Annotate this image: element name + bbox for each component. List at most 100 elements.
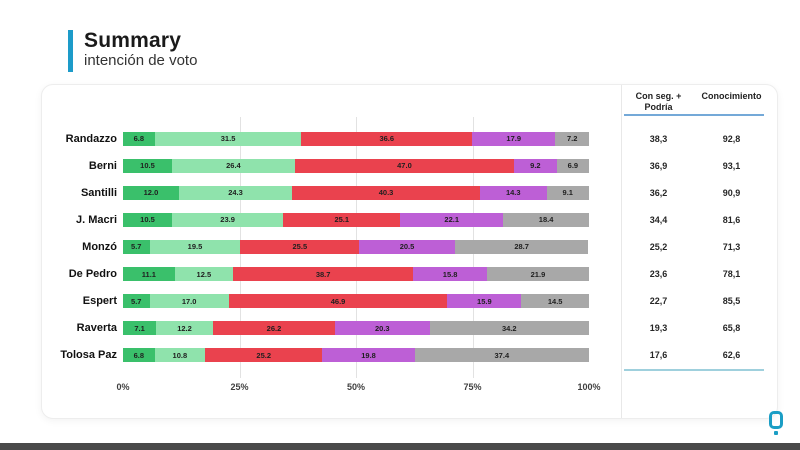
bar-segment-dark-green: 6.8	[123, 131, 155, 146]
chart-row: Tolosa Paz 6.8 10.8 25.2 19.8 37.4	[42, 342, 589, 369]
chart-row: Monzó 5.7 19.5 25.5 20.5 28.7	[42, 233, 589, 260]
bar-value-label: 26.2	[266, 323, 282, 333]
bar-value-label: 19.5	[187, 242, 203, 252]
chart-row: Espert 5.7 17.0 46.9 15.9 14.5	[42, 288, 589, 315]
bar-value-label: 19.8	[361, 350, 376, 360]
bar-segment-dark-green: 11.1	[123, 267, 175, 282]
bar-track: 7.1 12.2 26.2 20.3 34.2	[123, 321, 589, 336]
chart-card: Randazzo 6.8 31.5 36.6 17.9 7.2 Berni 10.5 26.4 4…	[41, 84, 778, 419]
chart-rows: Randazzo 6.8 31.5 36.6 17.9 7.2 Berni 10.5 26.4 4…	[42, 125, 589, 369]
bar-track: 6.8 31.5 36.6 17.9 7.2	[123, 131, 589, 146]
accent-bar	[68, 30, 73, 72]
table-cell: 17,6	[649, 350, 668, 361]
bar-segment-dark-green: 5.7	[123, 239, 150, 254]
bar-value-label: 20.3	[374, 323, 390, 333]
table-cell: 71,3	[722, 241, 741, 252]
category-label: Raverta	[76, 322, 117, 335]
category-label: Berni	[88, 159, 117, 172]
bar-value-label: 36.6	[379, 134, 395, 144]
bar-segment-purple: 20.3	[335, 321, 430, 336]
category-label: Espert	[82, 295, 117, 308]
bar-value-label: 10.8	[172, 350, 188, 360]
bar-value-label: 40.3	[378, 188, 394, 198]
category-label: Randazzo	[65, 132, 117, 145]
bar-value-label: 34.2	[501, 323, 517, 333]
bar-value-label: 24.3	[228, 188, 243, 198]
bar-segment-dark-green: 5.7	[123, 294, 150, 309]
table-row: 17,6 62,6	[622, 342, 768, 369]
bar-value-label: 38.7	[315, 269, 331, 279]
bar-value-label: 23.9	[220, 215, 235, 225]
bar-value-label: 17.0	[181, 296, 197, 306]
table-row: 36,9 93,1	[622, 152, 768, 179]
table-cell: 78,1	[722, 269, 741, 280]
bar-value-label: 21.9	[530, 269, 546, 279]
bar-segment-dark-green: 10.5	[123, 212, 172, 227]
bar-value-label: 28.7	[514, 242, 529, 252]
bar-segment-red: 25.1	[283, 212, 401, 227]
bar-track: 11.1 12.5 38.7 15.8 21.9	[123, 267, 589, 282]
chart-row: Raverta 7.1 12.2 26.2 20.3 34.2	[42, 315, 589, 342]
bar-segment-purple: 15.8	[413, 267, 487, 282]
bar-segment-purple: 19.8	[322, 348, 415, 363]
table-row: 38,3 92,8	[622, 125, 768, 152]
x-tick-label: 0%	[116, 382, 130, 392]
bar-value-label: 6.8	[133, 134, 145, 144]
category-label: Santilli	[80, 186, 117, 199]
bar-segment-red: 38.7	[232, 267, 414, 282]
x-tick-label: 25%	[230, 382, 249, 392]
bar-value-label: 11.1	[141, 269, 156, 279]
bar-value-label: 9.1	[562, 188, 573, 198]
bar-value-label: 10.5	[140, 161, 155, 171]
bar-segment-purple: 9.2	[513, 158, 557, 173]
bar-value-label: 10.5	[140, 215, 155, 225]
bar-value-label: 14.5	[547, 296, 563, 306]
bar-track: 6.8 10.8 25.2 19.8 37.4	[123, 348, 589, 363]
bar-segment-purple: 15.9	[447, 294, 522, 309]
table-row: 22,7 85,5	[622, 288, 768, 315]
x-axis: 0% 25% 50% 75% 100%	[116, 382, 600, 394]
table-row: 34,4 81,6	[622, 206, 768, 233]
bar-segment-dark-green: 10.5	[123, 158, 172, 173]
footer-bar	[0, 443, 800, 450]
bar-value-label: 7.1	[134, 323, 145, 333]
bar-segment-light-green: 26.4	[171, 158, 295, 173]
bar-value-label: 25.5	[292, 242, 308, 252]
bar-segment-purple: 20.5	[359, 239, 455, 254]
bar-segment-dark-green: 7.1	[123, 321, 157, 336]
bar-segment-light-green: 19.5	[149, 239, 241, 254]
bar-value-label: 15.9	[477, 296, 492, 306]
bar-value-label: 17.9	[506, 134, 522, 144]
bar-segment-red: 46.9	[228, 294, 448, 309]
bar-value-label: 14.3	[505, 188, 521, 198]
table-cell: 36,2	[649, 187, 668, 198]
chart-row: Berni 10.5 26.4 47.0 9.2 6.9	[42, 152, 589, 179]
bar-value-label: 47.0	[397, 161, 412, 171]
bar-segment-gray: 37.4	[414, 348, 589, 363]
bar-segment-red: 36.6	[301, 131, 473, 146]
summary-table-header: Con seg. + Podría Conocimiento	[622, 91, 768, 113]
page-title: Summary	[84, 29, 182, 52]
category-label: Tolosa Paz	[60, 349, 117, 362]
bar-segment-red: 47.0	[294, 158, 514, 173]
bar-segment-gray: 21.9	[486, 267, 589, 282]
category-label: Monzó	[82, 240, 117, 253]
bar-value-label: 5.7	[131, 296, 142, 306]
bar-segment-light-green: 10.8	[154, 348, 205, 363]
table-cell: 19,3	[649, 323, 668, 334]
bar-track: 12.0 24.3 40.3 14.3 9.1	[123, 185, 589, 200]
x-tick-label: 50%	[346, 382, 366, 392]
bar-segment-light-green: 31.5	[154, 131, 302, 146]
category-label: De Pedro	[68, 268, 117, 281]
x-tick-label: 75%	[463, 382, 482, 392]
table-row: 23,6 78,1	[622, 260, 768, 287]
bar-value-label: 12.5	[196, 269, 212, 279]
bar-value-label: 22.1	[444, 215, 460, 225]
bar-value-label: 26.4	[226, 161, 241, 171]
bar-segment-gray: 18.4	[503, 212, 589, 227]
bar-track: 10.5 23.9 25.1 22.1 18.4	[123, 212, 589, 227]
bar-value-label: 20.5	[399, 242, 415, 252]
bar-value-label: 6.8	[133, 350, 145, 360]
bar-value-label: 7.2	[566, 134, 578, 144]
bar-segment-purple: 17.9	[472, 131, 556, 146]
